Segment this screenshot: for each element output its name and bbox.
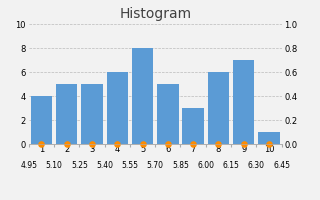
Point (241, 142, 246, 146)
Bar (56, 84, 77, 144)
Point (115, 142, 120, 146)
Bar (132, 48, 153, 144)
Point (140, 142, 145, 146)
Bar (182, 108, 204, 144)
Bar (107, 72, 128, 144)
Title: Histogram: Histogram (119, 7, 191, 21)
Bar (258, 132, 280, 144)
Point (64, 142, 69, 146)
Point (216, 142, 221, 146)
Bar (31, 96, 52, 144)
Bar (208, 72, 229, 144)
Point (267, 142, 272, 146)
Point (90, 142, 95, 146)
Point (165, 142, 171, 146)
Bar (157, 84, 179, 144)
Bar (233, 60, 254, 144)
Bar (81, 84, 103, 144)
Point (39, 142, 44, 146)
Point (191, 142, 196, 146)
